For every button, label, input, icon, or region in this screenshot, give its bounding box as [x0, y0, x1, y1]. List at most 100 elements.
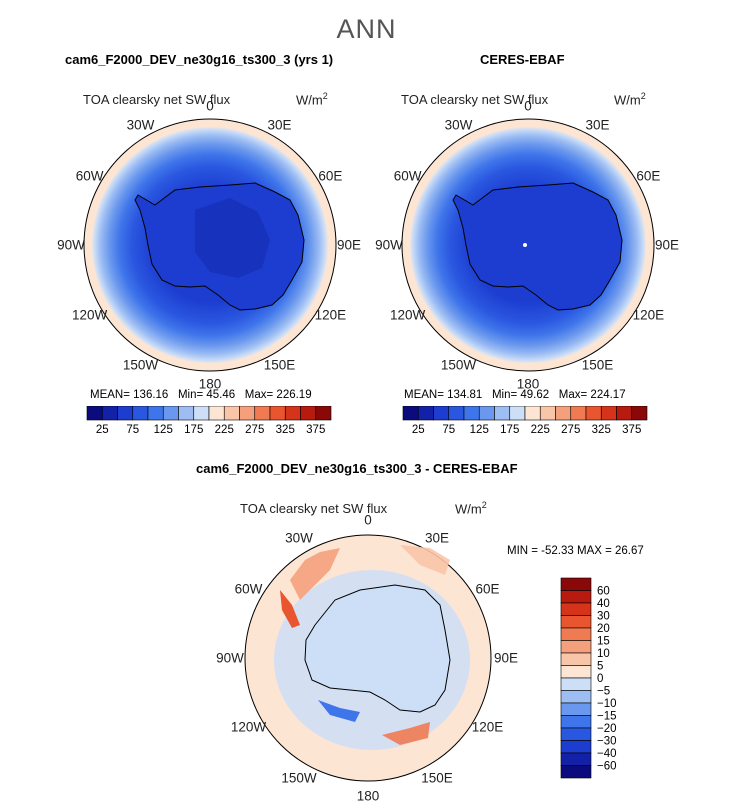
panel3-title: cam6_F2000_DEV_ne30g16_ts300_3 - CERES-E… — [196, 461, 518, 476]
panel2-colorbar-tick-label: 125 — [470, 424, 489, 434]
panel1-colorbar-segment — [162, 406, 179, 421]
panel1-lon-label: 120W — [71, 307, 108, 322]
panel3-lon-label: 90W — [216, 650, 244, 666]
panel3-lon-label: 120W — [230, 719, 267, 735]
panel2-lon-label: 90E — [654, 237, 680, 253]
panel2-colorbar-segment — [631, 406, 648, 421]
panel3-lon-label: 150W — [281, 770, 317, 785]
panel2-colorbar-segment — [433, 406, 450, 421]
panel3-colorbar-tick-label: 20 — [597, 623, 610, 635]
panel3-variable: TOA clearsky net SW flux — [240, 501, 388, 516]
panel2-colorbar-segment — [417, 406, 434, 421]
panel3-colorbar-tick-label: 10 — [597, 648, 610, 660]
panel2-stats: MEAN= 134.81 Min= 49.62 Max= 224.17 — [404, 389, 626, 401]
panel2-lon-label: 0 — [524, 98, 532, 114]
panel3-colorbar-segment — [560, 727, 592, 741]
panel2-colorbar-segment — [539, 406, 556, 421]
panel3-colorbar-tick-label: 60 — [597, 586, 610, 598]
panel1-colorbar-segment — [132, 406, 149, 421]
panel3-colorbar-tick-label: 30 — [597, 611, 610, 623]
panel3-colorbar-segment — [560, 690, 592, 704]
panel2-lon-label: 150E — [581, 357, 614, 373]
panel1-colorbar-segment — [269, 406, 286, 421]
panel3-lon-label: 120E — [471, 719, 504, 735]
panel2-lon-label: 120W — [389, 307, 426, 322]
panel1-colorbar-segment — [147, 406, 164, 421]
panel2-colorbar-segment — [524, 406, 541, 421]
panel2-colorbar-segment — [585, 406, 602, 421]
panel1-lon-label: 150W — [122, 357, 159, 373]
panel3-colorbar-tick-label: 5 — [597, 661, 603, 673]
panel3-colorbar-tick-label: −30 — [597, 736, 617, 748]
panel3-colorbar-segment — [560, 640, 592, 654]
panel1-colorbar-segment — [101, 406, 118, 421]
panel2-colorbar-segment — [494, 406, 511, 421]
panel3-colorbar-tick-label: 0 — [597, 673, 603, 685]
panel1-colorbar-tick-label: 25 — [96, 424, 109, 434]
panel3-antarctica — [304, 584, 451, 713]
panel2-colorbar-tick-label: 375 — [622, 424, 641, 434]
panel1-lon-label: 90W — [57, 237, 85, 253]
panel1-colorbar-segment — [223, 406, 240, 421]
panel1-colorbar-tick-label: 325 — [276, 424, 295, 434]
panel2-colorbar-tick-label: 275 — [561, 424, 580, 434]
panel3-colorbar-segment — [560, 752, 592, 766]
panel3-lon-label: 180 — [356, 788, 380, 804]
panel3-lon-label: 30E — [424, 530, 450, 546]
panel1-lon-label: 0 — [206, 98, 214, 114]
panel1-colorbar-segment — [178, 406, 195, 421]
panel3-lon-label: 90E — [493, 650, 519, 666]
panel3-colorbar-tick-label: 15 — [597, 636, 610, 648]
panel3-colorbar-tick-label: −40 — [597, 748, 617, 760]
panel1-colorbar-tick-label: 375 — [306, 424, 325, 434]
panel1-lon-label: 120E — [314, 307, 347, 322]
panel1-colorbar-segment — [239, 406, 256, 421]
panel2-lon-label: 150W — [440, 357, 477, 373]
panel2-colorbar-tick-label: 25 — [412, 424, 425, 434]
panel3-colorbar-segment — [560, 577, 592, 591]
panel1-colorbar-segment — [117, 406, 134, 421]
panel2-colorbar-tick-label: 175 — [500, 424, 519, 434]
panel2-lon-label: 120E — [632, 307, 665, 322]
panel3-colorbar-tick-label: −15 — [597, 711, 617, 723]
panel1-lon-label: 30W — [126, 117, 155, 133]
panel3-colorbar-segment — [560, 715, 592, 729]
panel3-lon-label: 30W — [285, 530, 313, 546]
panel2-lon-label: 90W — [375, 237, 403, 253]
season-title: ANN — [336, 14, 397, 44]
panel3-colorbar-segment — [560, 615, 592, 629]
panel1-colorbar: 25 75 125 175 225 275 325 375 — [86, 406, 332, 434]
panel3-units: W/m2 — [455, 500, 487, 517]
panel3-colorbar-tick-label: −10 — [597, 698, 617, 710]
panel2-lon-label: 30W — [444, 117, 473, 133]
panel1-colorbar-tick-label: 275 — [245, 424, 264, 434]
panel3-lon-label: 150E — [421, 770, 453, 785]
panel3-colorbar-tick-label: −60 — [597, 761, 617, 773]
panel2-colorbar-segment — [509, 406, 526, 421]
panel1-lon-label: 60E — [318, 168, 343, 183]
panel1-lon-label: 60W — [75, 168, 104, 183]
panel1-units: W/m2 — [296, 91, 328, 108]
panel1-lon-label: 180 — [198, 376, 222, 392]
panel3-colorbar-segment — [560, 677, 592, 691]
panel2-map — [401, 118, 655, 372]
panel2-antarctica — [452, 182, 623, 311]
panel2-title: CERES-EBAF — [480, 52, 565, 67]
panel2-lon-label: 60W — [393, 168, 422, 183]
panel3-colorbar-tick-label: 40 — [597, 598, 610, 610]
panel2-lon-label: 60E — [636, 168, 661, 183]
panel3-colorbar-tick-label: −5 — [597, 686, 610, 698]
panel2-colorbar-segment — [448, 406, 465, 421]
panel2-colorbar: 25 75 125 175 225 275 325 375 — [402, 406, 648, 434]
panel1-colorbar-tick-label: 125 — [154, 424, 173, 434]
panel1-colorbar-tick-label: 75 — [126, 424, 139, 434]
panel3-lon-label: 60W — [234, 581, 263, 597]
panel1-lon-label: 150E — [263, 357, 296, 373]
panel2-colorbar-tick-label: 75 — [442, 424, 455, 434]
panel3-map — [244, 534, 492, 782]
panel1-lon-label: 90E — [336, 237, 362, 253]
panel2-colorbar-segment — [616, 406, 633, 421]
panel3-lon-label: 0 — [364, 512, 372, 528]
panel1-colorbar-segment — [208, 406, 225, 421]
panel3-colorbar-segment — [560, 765, 592, 779]
